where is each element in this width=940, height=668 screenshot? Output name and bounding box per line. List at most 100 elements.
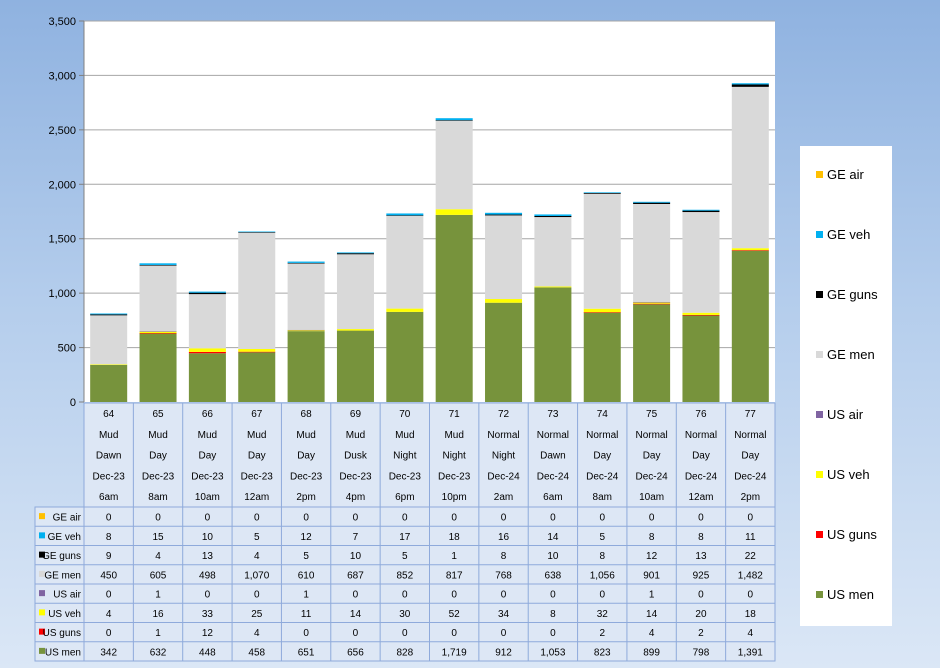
table-series-label: US veh (48, 609, 81, 620)
category-label: Day (248, 451, 266, 462)
table-cell-value: 4 (106, 609, 112, 620)
bar-segment (435, 209, 473, 215)
legend-swatch (816, 410, 823, 418)
table-cell-value: 2 (599, 628, 605, 639)
table-cell-value: 5 (254, 532, 260, 543)
bar-segment (139, 333, 177, 402)
table-cell-value: 0 (155, 513, 161, 524)
bar-segment (139, 265, 177, 332)
bar-segment (139, 264, 177, 266)
table-cell-value: 1,056 (590, 570, 615, 581)
bar-segment (139, 333, 177, 334)
table-cell-value: 10 (202, 532, 214, 543)
table-cell-value: 798 (693, 647, 710, 658)
category-label: Mud (444, 430, 463, 441)
bar-segment (139, 263, 177, 265)
category-label: Dawn (96, 451, 122, 462)
table-cell-value: 0 (353, 590, 359, 601)
table-cell-value: 15 (152, 532, 164, 543)
legend-label: GE men (827, 346, 875, 362)
y-tick-label: 3,500 (48, 16, 76, 28)
legend-swatch (816, 470, 823, 478)
bar-segment (386, 308, 424, 312)
category-label: Dec-23 (191, 471, 224, 482)
category-label: Dec-23 (241, 471, 274, 482)
bar-segment (139, 331, 177, 332)
table-cell-value: 0 (748, 590, 754, 601)
table-series-label: GE guns (42, 551, 81, 562)
table-cell-value: 651 (298, 647, 315, 658)
table-cell-value: 823 (594, 647, 611, 658)
table-series-label: US air (53, 590, 81, 601)
table-cell-value: 0 (254, 590, 260, 601)
category-label: 8am (593, 492, 612, 503)
legend-swatch (816, 530, 823, 538)
table-cell-value: 1,391 (738, 647, 763, 658)
bar-segment (485, 302, 523, 402)
bar-segment (188, 294, 226, 349)
y-tick-label: 0 (70, 397, 76, 409)
legend-item: GE guns (816, 284, 878, 304)
table-cell-value: 1 (155, 590, 161, 601)
legend-item: US air (816, 404, 863, 424)
table-cell-value: 33 (202, 609, 214, 620)
bar-segment (633, 201, 671, 203)
legend-label: GE air (827, 166, 864, 182)
category-label: 6pm (395, 492, 414, 503)
bar-segment (386, 311, 424, 402)
table-cell-value: 899 (643, 647, 660, 658)
table-cell-value: 8 (106, 532, 112, 543)
bar-segment (633, 302, 671, 303)
category-label: Mud (247, 430, 266, 441)
table-cell-value: 0 (748, 513, 754, 524)
table-series-label: GE veh (48, 532, 81, 543)
bar-segment (534, 286, 572, 288)
table-legend-key (39, 570, 45, 577)
category-label: Dec-23 (142, 471, 175, 482)
bar-segment (238, 352, 276, 402)
table-series-label: GE air (53, 513, 82, 524)
table-cell-value: 0 (205, 513, 211, 524)
table-cell-value: 30 (399, 609, 411, 620)
table-cell-value: 4 (155, 551, 161, 562)
table-cell-value: 4 (254, 551, 260, 562)
bar-segment (435, 118, 473, 121)
bar-segment (90, 313, 128, 315)
table-cell-value: 11 (745, 532, 756, 543)
table-cell-value: 1,719 (442, 647, 467, 658)
table-cell-value: 4 (748, 628, 754, 639)
category-label: Dec-24 (685, 471, 718, 482)
category-label: 69 (350, 409, 362, 420)
table-cell-value: 13 (202, 551, 214, 562)
category-label: Normal (635, 430, 667, 441)
category-label: Mud (395, 430, 414, 441)
table-cell-value: 14 (646, 609, 658, 620)
table-series-label: US men (45, 647, 81, 658)
bar-segment (534, 217, 572, 287)
legend-label: GE veh (827, 226, 871, 242)
category-label: 77 (745, 409, 757, 420)
bar-segment (336, 253, 374, 255)
category-label: 2pm (296, 492, 315, 503)
legend-label: GE guns (827, 286, 878, 302)
category-label: Day (297, 451, 315, 462)
table-cell-value: 605 (150, 570, 167, 581)
bar-segment (682, 314, 720, 316)
bar-segment (188, 291, 226, 293)
table-cell-value: 0 (451, 513, 457, 524)
table-cell-value: 0 (106, 513, 112, 524)
bar-segment (534, 214, 572, 216)
bar-segment (583, 312, 621, 402)
table-cell-value: 0 (303, 628, 309, 639)
category-label: Dec-24 (586, 471, 619, 482)
table-cell-value: 0 (698, 590, 704, 601)
bar-segment (731, 250, 769, 402)
bar-segment (90, 364, 128, 402)
category-label: 12am (688, 492, 713, 503)
bar-segment (485, 215, 523, 300)
bar-segment (633, 202, 671, 204)
table-cell-value: 852 (396, 570, 413, 581)
category-label: 10am (195, 492, 220, 503)
bar-segment (682, 209, 720, 211)
table-cell-value: 32 (597, 609, 609, 620)
